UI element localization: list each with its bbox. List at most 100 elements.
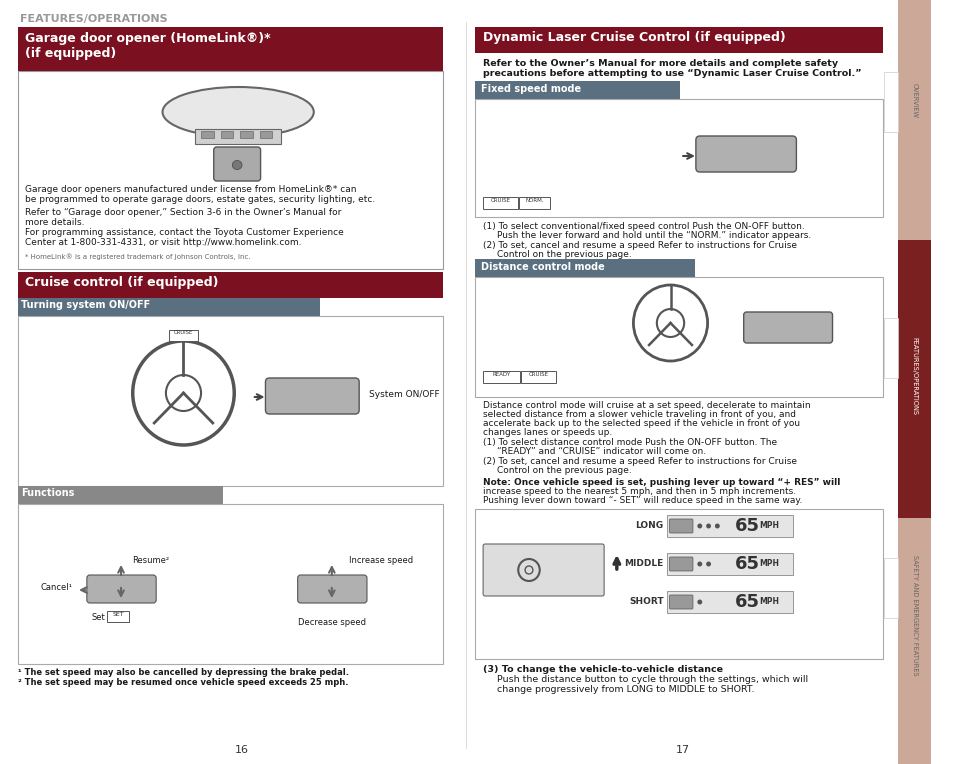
Text: FEATURES/OPERATIONS: FEATURES/OPERATIONS <box>910 337 917 415</box>
Text: CRUISE: CRUISE <box>528 372 548 377</box>
FancyBboxPatch shape <box>695 136 796 172</box>
Bar <box>666 553 793 575</box>
Bar <box>17 316 442 486</box>
Text: (2) To set, cancel and resume a speed Refer to instructions for Cruise: (2) To set, cancel and resume a speed Re… <box>482 457 797 466</box>
Bar <box>17 27 442 71</box>
FancyBboxPatch shape <box>297 575 367 603</box>
Text: Turning system ON/OFF: Turning system ON/OFF <box>22 300 151 310</box>
Bar <box>475 81 679 99</box>
Text: (3) To change the vehicle-to-vehicle distance: (3) To change the vehicle-to-vehicle dis… <box>482 665 722 674</box>
FancyBboxPatch shape <box>669 557 692 571</box>
Bar <box>259 131 272 138</box>
Text: Dynamic Laser Cruise Control (if equipped): Dynamic Laser Cruise Control (if equippe… <box>482 31 785 44</box>
Bar <box>169 330 198 341</box>
Text: Refer to “Garage door opener,” Section 3-6 in the Owner’s Manual for: Refer to “Garage door opener,” Section 3… <box>26 208 341 217</box>
Text: 17: 17 <box>676 745 690 755</box>
Bar <box>475 27 882 53</box>
FancyBboxPatch shape <box>743 312 832 343</box>
Bar <box>666 591 793 613</box>
Circle shape <box>697 523 701 529</box>
Text: ² The set speed may be resumed once vehicle speed exceeds 25 mph.: ² The set speed may be resumed once vehi… <box>17 678 348 687</box>
Text: (1) To select distance control mode Push the ON-OFF button. The: (1) To select distance control mode Push… <box>482 438 777 447</box>
Bar <box>897 240 930 518</box>
Bar <box>482 197 517 209</box>
Text: MPH: MPH <box>759 559 779 568</box>
Text: (2) To set, cancel and resume a speed Refer to instructions for Cruise: (2) To set, cancel and resume a speed Re… <box>482 241 797 250</box>
Text: be programmed to operate garage doors, estate gates, security lighting, etc.: be programmed to operate garage doors, e… <box>26 195 375 204</box>
Bar <box>883 72 897 132</box>
Text: Garage door opener (HomeLink®)*: Garage door opener (HomeLink®)* <box>26 32 271 45</box>
FancyBboxPatch shape <box>213 147 260 181</box>
Text: (1) To select conventional/fixed speed control Push the ON-OFF button.: (1) To select conventional/fixed speed c… <box>482 222 804 231</box>
Bar <box>195 129 281 144</box>
Text: Control on the previous page.: Control on the previous page. <box>497 466 631 475</box>
Text: FEATURES/OPERATIONS: FEATURES/OPERATIONS <box>19 14 167 24</box>
Bar <box>475 277 882 397</box>
Text: Refer to the Owner’s Manual for more details and complete safety: Refer to the Owner’s Manual for more det… <box>482 59 838 68</box>
Text: MPH: MPH <box>759 522 779 530</box>
Bar <box>17 298 320 316</box>
Text: Resume²: Resume² <box>132 556 169 565</box>
Circle shape <box>714 523 720 529</box>
Text: changes lanes or speeds up.: changes lanes or speeds up. <box>482 428 612 437</box>
Circle shape <box>697 562 701 566</box>
Ellipse shape <box>232 160 242 170</box>
Bar <box>17 272 442 298</box>
FancyBboxPatch shape <box>669 519 692 533</box>
Text: LONG: LONG <box>635 522 663 530</box>
FancyBboxPatch shape <box>669 595 692 609</box>
Text: * HomeLink® is a registered trademark of Johnson Controls, Inc.: * HomeLink® is a registered trademark of… <box>26 253 251 260</box>
Text: “READY” and “CRUISE” indicator will come on.: “READY” and “CRUISE” indicator will come… <box>497 447 705 456</box>
Bar <box>201 131 213 138</box>
Bar <box>475 259 694 277</box>
Bar <box>883 318 897 378</box>
Bar <box>520 371 556 383</box>
Text: Push the lever forward and hold until the “NORM.” indicator appears.: Push the lever forward and hold until th… <box>497 231 810 240</box>
Text: precautions before attempting to use “Dynamic Laser Cruise Control.”: precautions before attempting to use “Dy… <box>482 69 861 78</box>
Text: Pushing lever down toward “- SET” will reduce speed in the same way.: Pushing lever down toward “- SET” will r… <box>482 496 801 505</box>
Text: Cruise control (if equipped): Cruise control (if equipped) <box>26 276 218 289</box>
Text: SET: SET <box>112 612 124 617</box>
Circle shape <box>697 600 701 604</box>
Text: MIDDLE: MIDDLE <box>624 559 663 568</box>
FancyBboxPatch shape <box>87 575 156 603</box>
Text: Center at 1-800-331-4331, or visit http://www.homelink.com.: Center at 1-800-331-4331, or visit http:… <box>26 238 301 247</box>
Text: 65: 65 <box>734 555 760 573</box>
Text: more details.: more details. <box>26 218 85 227</box>
Bar <box>220 131 233 138</box>
FancyBboxPatch shape <box>265 378 358 414</box>
Text: Push the distance button to cycle through the settings, which will: Push the distance button to cycle throug… <box>497 675 807 684</box>
Text: CRUISE: CRUISE <box>173 330 193 335</box>
Circle shape <box>705 562 710 566</box>
FancyBboxPatch shape <box>482 544 603 596</box>
Text: Note: Once vehicle speed is set, pushing lever up toward “+ RES” will: Note: Once vehicle speed is set, pushing… <box>482 478 840 487</box>
Bar <box>518 197 550 209</box>
Text: Set: Set <box>91 613 105 622</box>
Text: Decrease speed: Decrease speed <box>297 618 365 627</box>
Text: CRUISE: CRUISE <box>490 198 510 203</box>
Text: System ON/OFF: System ON/OFF <box>369 390 439 399</box>
Text: accelerate back up to the selected speed if the vehicle in front of you: accelerate back up to the selected speed… <box>482 419 800 428</box>
Bar <box>897 0 930 764</box>
Bar <box>475 99 882 217</box>
Text: selected distance from a slower vehicle traveling in front of you, and: selected distance from a slower vehicle … <box>482 410 796 419</box>
Text: Cancel¹: Cancel¹ <box>41 583 73 592</box>
Text: MPH: MPH <box>759 597 779 607</box>
Ellipse shape <box>162 87 314 137</box>
Text: NORM.: NORM. <box>525 198 543 203</box>
Bar <box>482 371 519 383</box>
Text: 16: 16 <box>234 745 249 755</box>
Text: Increase speed: Increase speed <box>349 556 413 565</box>
Bar <box>17 486 222 504</box>
Text: Distance control mode will cruise at a set speed, decelerate to maintain: Distance control mode will cruise at a s… <box>482 401 810 410</box>
Bar <box>475 509 882 659</box>
Bar <box>108 611 129 622</box>
Text: (if equipped): (if equipped) <box>26 47 116 60</box>
Bar <box>17 504 442 664</box>
Circle shape <box>705 523 710 529</box>
Bar <box>240 131 253 138</box>
Text: For programming assistance, contact the Toyota Customer Experience: For programming assistance, contact the … <box>26 228 344 237</box>
Text: Garage door openers manufactured under license from HomeLink®* can: Garage door openers manufactured under l… <box>26 185 356 194</box>
Text: change progressively from LONG to MIDDLE to SHORT.: change progressively from LONG to MIDDLE… <box>497 685 754 694</box>
Text: Functions: Functions <box>22 488 74 498</box>
